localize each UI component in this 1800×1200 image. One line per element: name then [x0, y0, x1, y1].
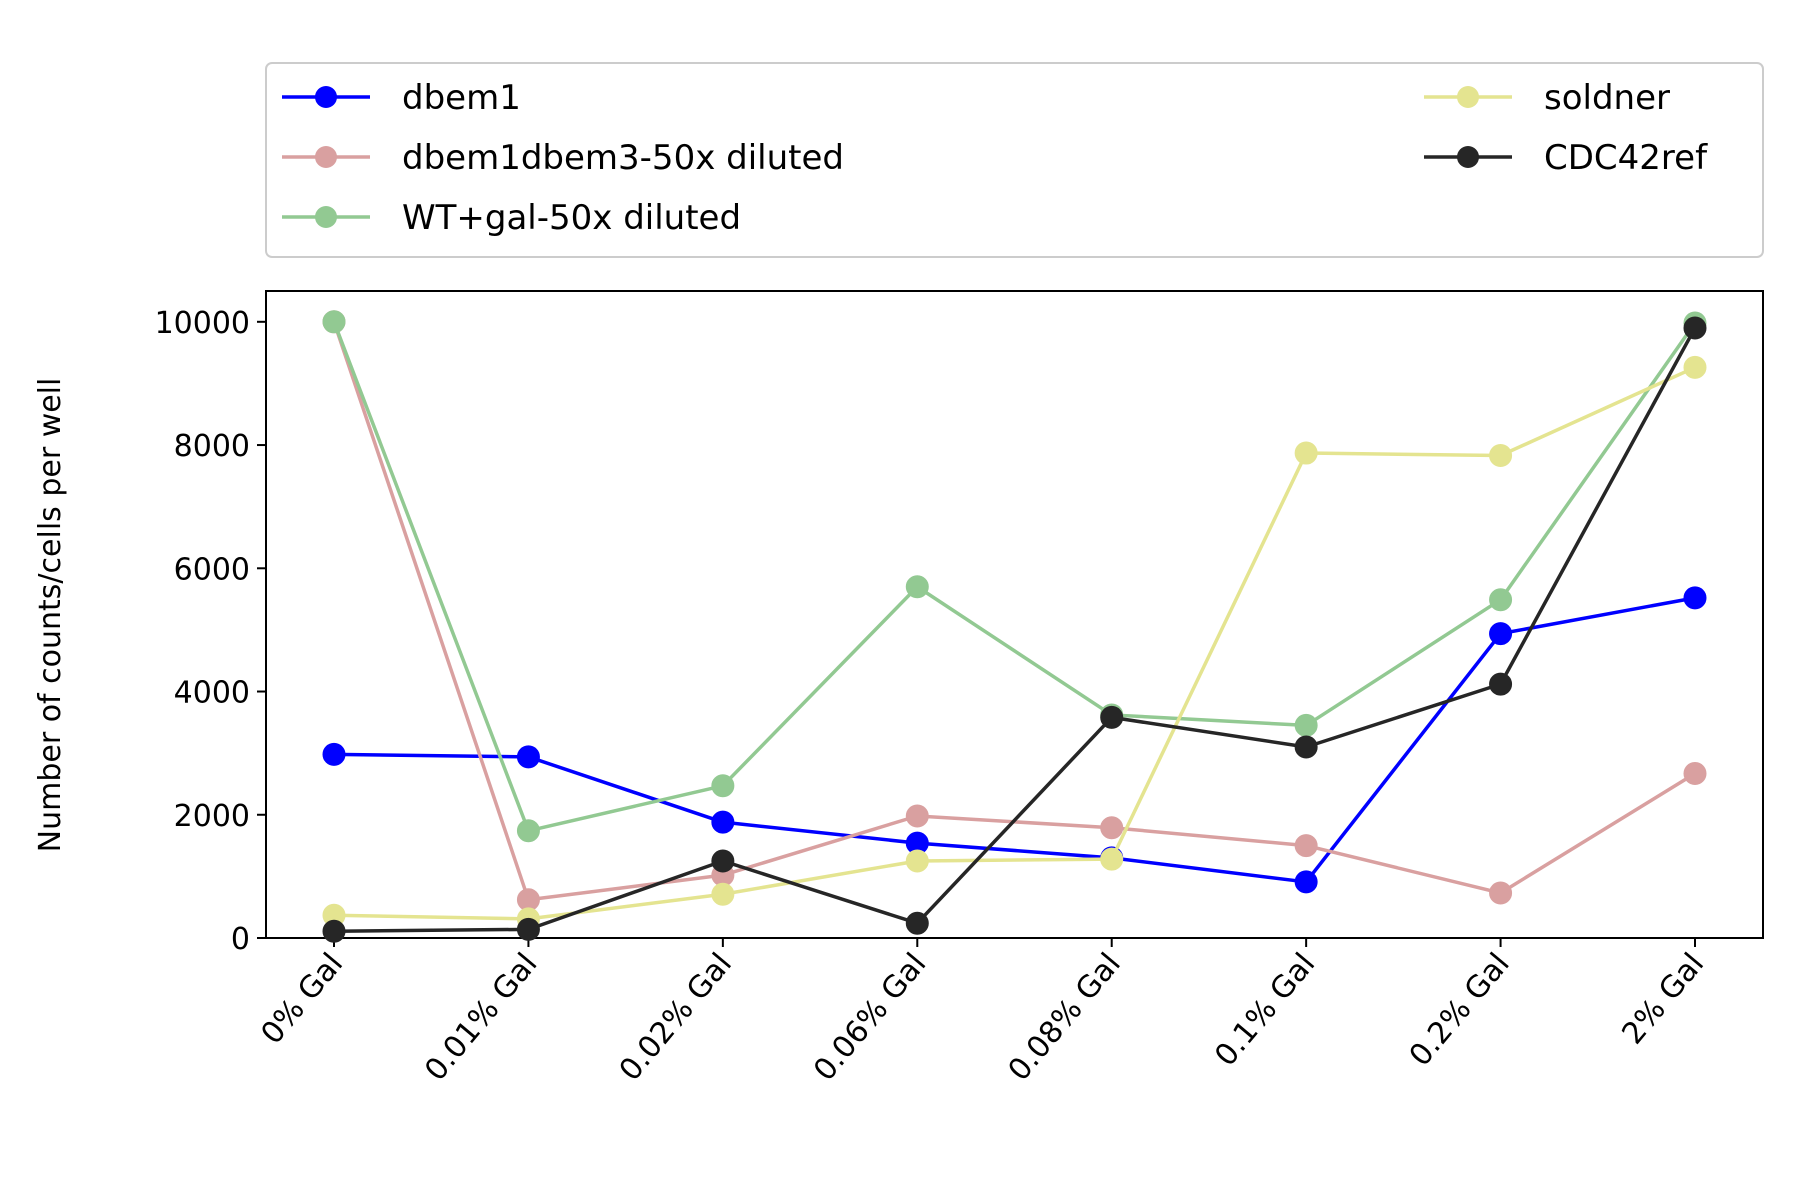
data-point: [905, 849, 929, 873]
y-axis: 0 2000 4000 6000 8000 10000: [155, 306, 266, 957]
data-point: [516, 917, 540, 941]
y-tick-label: 10000: [155, 306, 250, 341]
legend-label: WT+gal-50x diluted: [402, 198, 741, 238]
legend-label: dbem1: [402, 78, 521, 118]
legend-marker: [315, 86, 337, 108]
legend-item: dbem1: [282, 78, 521, 118]
data-point: [1683, 761, 1707, 785]
y-tick-label: 8000: [174, 429, 250, 464]
data-point: [322, 310, 346, 334]
data-point: [516, 745, 540, 769]
data-point: [1294, 441, 1318, 465]
legend-marker: [315, 206, 337, 228]
y-axis-label: Number of counts/cells per well: [33, 378, 68, 853]
data-point: [905, 911, 929, 935]
series-wt-gal-50x-diluted: [322, 310, 1707, 843]
data-point: [711, 849, 735, 873]
legend-label: dbem1dbem3-50x diluted: [402, 138, 844, 178]
series-line: [333, 596, 1696, 884]
legend-item: dbem1dbem3-50x diluted: [282, 138, 844, 178]
data-point: [322, 919, 346, 943]
legend-box: [265, 62, 1764, 258]
y-tick-label: 0: [231, 922, 250, 957]
legend-item: WT+gal-50x diluted: [282, 198, 741, 238]
data-point: [516, 819, 540, 843]
series-line: [332, 321, 1697, 833]
legend-label: CDC42ref: [1544, 138, 1708, 178]
data-point: [1294, 713, 1318, 737]
series-line: [333, 327, 1697, 933]
legend-marker: [315, 146, 337, 168]
series-dbem1: [322, 586, 1707, 894]
y-tick-label: 6000: [174, 552, 250, 587]
data-point: [1489, 622, 1513, 646]
data-point: [1489, 672, 1513, 696]
data-point: [1683, 355, 1707, 379]
plot-area: [265, 290, 1764, 939]
data-point: [1683, 316, 1707, 340]
series-layer: [322, 310, 1707, 943]
data-point: [1294, 870, 1318, 894]
data-point: [711, 774, 735, 798]
data-point: [322, 742, 346, 766]
data-point: [905, 804, 929, 828]
data-point: [1683, 586, 1707, 610]
series-line: [333, 365, 1696, 921]
legend-item: CDC42ref: [1424, 138, 1708, 178]
data-point: [1294, 735, 1318, 759]
data-point: [905, 575, 929, 599]
legend-label: soldner: [1544, 78, 1670, 118]
data-point: [1100, 847, 1124, 871]
y-tick-label: 2000: [174, 799, 250, 834]
legend-marker: [1457, 86, 1479, 108]
data-point: [711, 810, 735, 834]
data-point: [1489, 881, 1513, 905]
data-point: [1100, 816, 1124, 840]
data-point: [711, 882, 735, 906]
legend-item: soldner: [1424, 78, 1670, 118]
data-point: [1489, 588, 1513, 612]
data-point: [1489, 444, 1513, 468]
data-point: [1294, 834, 1318, 858]
series-cdc42ref: [322, 316, 1707, 943]
legend-marker: [1457, 146, 1479, 168]
y-tick-label: 4000: [174, 676, 250, 711]
data-point: [1100, 705, 1124, 729]
legend: dbem1 dbem1dbem3-50x diluted WT+gal-50x di…: [282, 78, 1708, 238]
